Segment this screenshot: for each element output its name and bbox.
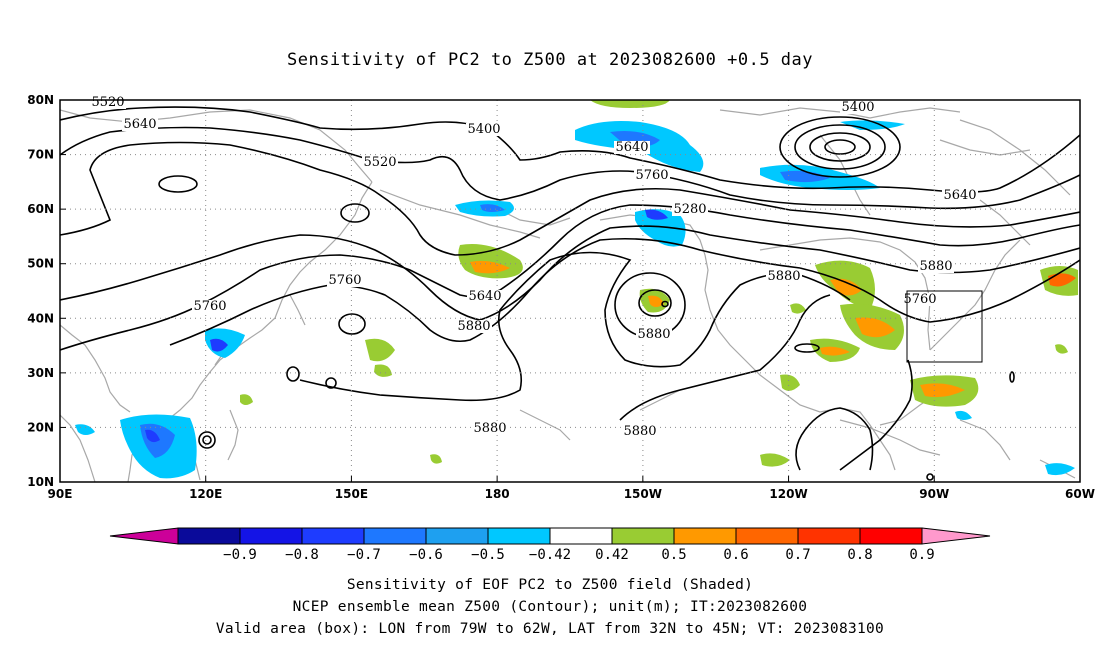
caption-line-2: NCEP ensemble mean Z500 (Contour); unit(… xyxy=(292,599,808,615)
contour-label: 5880 xyxy=(637,327,670,342)
colorbar-tick-label: 0.9 xyxy=(909,547,934,563)
colorbar-swatch xyxy=(363,527,427,545)
colorbar-swatch xyxy=(239,527,303,545)
figure-caption: Sensitivity of EOF PC2 to Z500 field (Sh… xyxy=(0,574,1100,640)
lon-tick-label: 150W xyxy=(624,487,662,501)
colorbar-tick-label: 0.6 xyxy=(723,547,748,563)
contour-label: 5760 xyxy=(903,292,936,307)
lat-tick-label: 20N xyxy=(27,420,54,434)
contour-label-bg xyxy=(672,203,708,216)
contour-label: 5640 xyxy=(943,188,976,203)
colorbar-tick-label: −0.5 xyxy=(471,547,505,563)
colorbar-low-triangle xyxy=(109,527,179,545)
contour-label: 5880 xyxy=(457,319,490,334)
lon-tick-label: 120E xyxy=(189,487,222,501)
colorbar-tick-label: −0.6 xyxy=(409,547,443,563)
plot-frame xyxy=(59,99,1081,483)
contour-label: 5640 xyxy=(615,140,648,155)
lat-tick-label: 40N xyxy=(27,311,54,325)
colorbar-tick-label: 0.7 xyxy=(785,547,810,563)
longitude-axis: 90E 120E 150E 180 150W 120W 90W 60W xyxy=(48,476,1095,501)
contour-label: 5760 xyxy=(635,168,668,183)
colorbar-labels: −0.9 −0.8 −0.7 −0.6 −0.5 −0.42 0.42 0.5 0.6 0.7 0.… xyxy=(223,547,935,563)
colorbar-swatch xyxy=(859,527,923,545)
colorbar-swatch xyxy=(735,527,799,545)
colorbar-tick-label: −0.7 xyxy=(347,547,381,563)
contour-label: 5880 xyxy=(623,424,656,439)
map-title: Sensitivity of PC2 to Z500 at 2023082600… xyxy=(286,50,813,70)
contour-label: 5400 xyxy=(467,122,500,137)
contour-label-bg xyxy=(942,189,978,202)
contour-label: 5880 xyxy=(919,259,952,274)
contour-label-bg xyxy=(766,270,802,283)
colorbar-tick-label: −0.9 xyxy=(223,547,257,563)
contour-label-bg xyxy=(472,422,508,435)
contour-label-bg xyxy=(466,123,502,136)
contour-label-bg xyxy=(327,274,363,287)
lon-tick-label: 120W xyxy=(769,487,807,501)
contour-label: 5520 xyxy=(363,155,396,170)
lon-tick-label: 90W xyxy=(919,487,949,501)
contour-label-bg xyxy=(122,118,158,131)
contour-label: 5280 xyxy=(673,202,706,217)
lat-tick-label: 10N xyxy=(27,475,54,489)
caption-line-3: Valid area (box): LON from 79W to 62W, L… xyxy=(215,621,885,637)
colorbar-high-triangle xyxy=(921,527,991,545)
colorbar-tick-label: −0.42 xyxy=(529,547,571,563)
contour-label: 5760 xyxy=(193,299,226,314)
colorbar-swatch xyxy=(549,527,613,545)
colorbar-tick-label: 0.5 xyxy=(661,547,686,563)
contour-label-bg xyxy=(636,328,672,341)
colorbar-swatch xyxy=(611,527,675,545)
contour-label: 5400 xyxy=(841,100,874,115)
lat-tick-label: 70N xyxy=(27,148,54,162)
contour-label-bg xyxy=(902,293,938,306)
lon-tick-label: 60W xyxy=(1065,487,1095,501)
contour-label-bg xyxy=(192,300,228,313)
colorbar-swatch xyxy=(797,527,861,545)
colorbar-tick-label: −0.8 xyxy=(285,547,319,563)
lon-tick-label: 180 xyxy=(485,487,510,501)
contour-label-bg xyxy=(840,101,876,114)
z500-contours xyxy=(60,106,1080,481)
colorbar-swatch xyxy=(177,527,241,545)
colorbar xyxy=(109,527,991,545)
contour-label-bg xyxy=(456,320,492,333)
colorbar-tick-label: 0.42 xyxy=(595,547,629,563)
lon-tick-label: 150E xyxy=(335,487,368,501)
lat-tick-label: 80N xyxy=(27,93,54,107)
contour-label: 5640 xyxy=(123,117,156,132)
contour-label-bg xyxy=(467,290,503,303)
sensitivity-shading xyxy=(75,100,1078,479)
colorbar-swatch xyxy=(487,527,551,545)
contour-labels: 5520 5640 5400 5520 5640 5760 5280 5400 5640 5880… xyxy=(90,95,978,439)
contour-label-bg xyxy=(614,141,650,154)
contour-label: 5880 xyxy=(473,421,506,436)
contour-label-bg xyxy=(622,425,658,438)
lat-tick-label: 60N xyxy=(27,202,54,216)
lat-tick-label: 30N xyxy=(27,366,54,380)
contour-label: 5880 xyxy=(767,269,800,284)
contour-label-bg xyxy=(634,169,670,182)
colorbar-tick-label: 0.8 xyxy=(847,547,872,563)
contour-label: 5760 xyxy=(328,273,361,288)
caption-line-1: Sensitivity of EOF PC2 to Z500 field (Sh… xyxy=(346,577,754,593)
lat-tick-label: 50N xyxy=(27,257,54,271)
colorbar-swatch xyxy=(425,527,489,545)
latitude-axis: 10N 20N 30N 40N 50N 60N 70N 80N xyxy=(27,93,66,489)
colorbar-swatch xyxy=(673,527,737,545)
colorbar-swatch xyxy=(301,527,365,545)
valid-area-box xyxy=(906,290,983,363)
contour-label: 5520 xyxy=(91,95,124,110)
contour-label-bg xyxy=(918,260,954,273)
contour-label-bg xyxy=(362,156,398,169)
contour-label: 5640 xyxy=(468,289,501,304)
lon-tick-label: 90E xyxy=(48,487,73,501)
